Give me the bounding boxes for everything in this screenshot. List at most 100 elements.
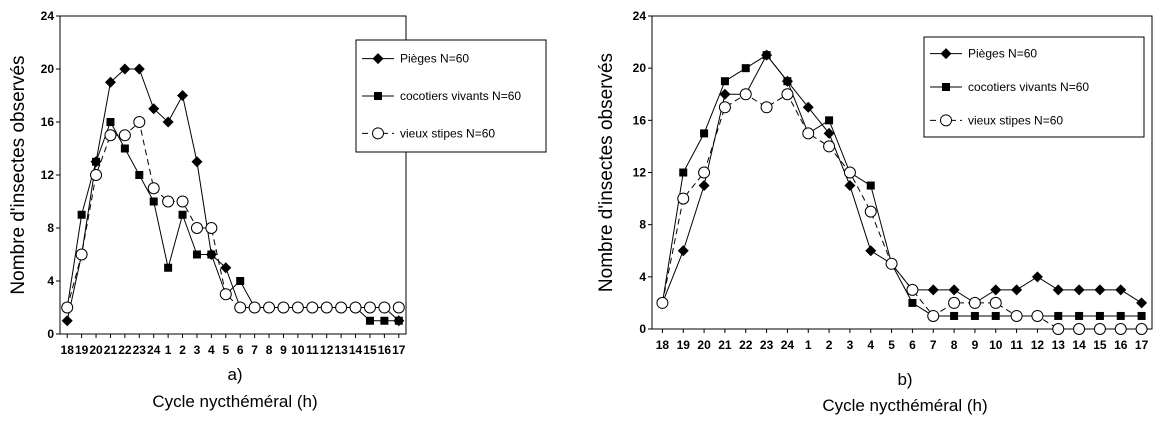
data-point-diamond [1115,284,1127,296]
x-tick-label: 1 [165,343,172,357]
data-point-circle [885,257,898,270]
data-point-circle [698,166,711,179]
data-point-circle [1135,323,1148,335]
y-tick-label: 12 [633,166,647,180]
legend-label: Pièges N=60 [400,52,469,66]
data-point-square [1116,311,1125,320]
data-point-circle [1114,323,1127,335]
x-tick-label: 13 [334,343,348,357]
legend-label: vieux stipes N=60 [400,126,495,140]
data-point-circle [190,222,203,234]
x-tick-label: 11 [1010,338,1023,352]
y-tick-label: 4 [639,270,646,284]
data-point-circle [248,301,261,314]
x-tick-label: 17 [1135,338,1149,352]
data-point-diamond [1011,284,1023,296]
data-point-circle [677,192,690,205]
y-tick-label: 16 [41,115,55,129]
x-tick-label: 18 [656,338,670,352]
series-line [66,68,400,322]
data-point-circle [718,101,731,114]
data-point-square [380,316,389,325]
x-tick-label: 4 [867,338,874,352]
data-point-circle [1031,309,1044,322]
series-line [66,120,399,322]
legend: Pièges N=60 cocotiers vivants N=60 vieux s… [355,39,547,153]
data-point-circle [927,309,940,322]
data-point-circle [906,283,919,296]
data-point-circle [104,129,117,142]
data-point-diamond [677,245,689,257]
legend-label: cocotiers vivants N=60 [968,80,1089,94]
data-point-square [1075,311,1084,320]
data-point-diamond [844,180,856,192]
data-point-circle [349,301,362,314]
data-point-square [77,210,86,219]
y-tick-label: 4 [47,274,54,288]
data-point-diamond [823,127,835,139]
x-tick-label: 9 [972,338,979,352]
x-tick-label: 20 [89,343,103,357]
data-point-circle [1052,323,1065,335]
data-point-diamond [802,101,814,113]
data-point-circle [133,116,146,128]
data-point-circle [118,129,131,142]
data-point-square [720,77,729,86]
legend-marker-square [374,92,382,100]
x-tick-label: 15 [1093,338,1107,352]
x-tick-label: 14 [1072,338,1086,352]
x-tick-label: 5 [222,343,229,357]
data-point-diamond [1073,284,1085,296]
data-point-diamond [177,90,189,101]
data-point-square [236,277,245,285]
data-point-diamond [1094,284,1106,296]
data-point-square [1095,311,1104,320]
data-point-square [1054,311,1063,320]
x-tick-label: 13 [1052,338,1066,352]
legend-marker-square [942,83,950,91]
data-point-circle [263,301,276,314]
data-point-square [783,77,792,86]
data-point-circle [1093,323,1106,335]
x-tick-label: 14 [349,343,363,357]
data-point-square [700,129,709,138]
data-point-circle [843,166,856,179]
data-point-circle [335,301,348,314]
data-point-circle [760,101,773,114]
y-tick-label: 0 [639,322,646,336]
data-point-circle [392,301,405,314]
data-point-circle [219,288,232,301]
data-point-square [679,168,688,177]
x-tick-label: 15 [363,343,377,357]
data-point-square [135,171,144,179]
series-square [63,118,403,325]
data-point-diamond [220,262,232,274]
data-point-diamond [61,315,73,327]
data-point-circle [291,301,304,314]
x-tick-label: 21 [718,338,732,352]
data-point-circle [306,301,319,314]
data-point-circle [864,205,877,218]
x-tick-label: 3 [847,338,854,352]
data-point-circle [75,248,88,261]
data-point-square [1137,311,1146,320]
x-tick-label: 1 [805,338,812,352]
data-point-square [950,311,959,320]
data-point-circle [656,296,669,309]
data-point-square [106,118,115,126]
x-tick-label: 8 [266,343,273,357]
data-point-square [207,250,216,259]
data-point-circle [162,195,175,208]
data-point-diamond [162,116,174,128]
data-point-square [120,144,129,153]
y-tick-label: 8 [47,221,54,235]
y-axis-label: Nombre d'insectes observés [8,55,29,294]
data-point-circle [61,301,74,314]
x-tick-label: 19 [677,338,691,352]
x-tick-label: 4 [208,343,215,357]
data-point-diamond [865,245,877,257]
data-point-circle [277,301,290,314]
legend-label: vieux stipes N=60 [968,113,1063,127]
